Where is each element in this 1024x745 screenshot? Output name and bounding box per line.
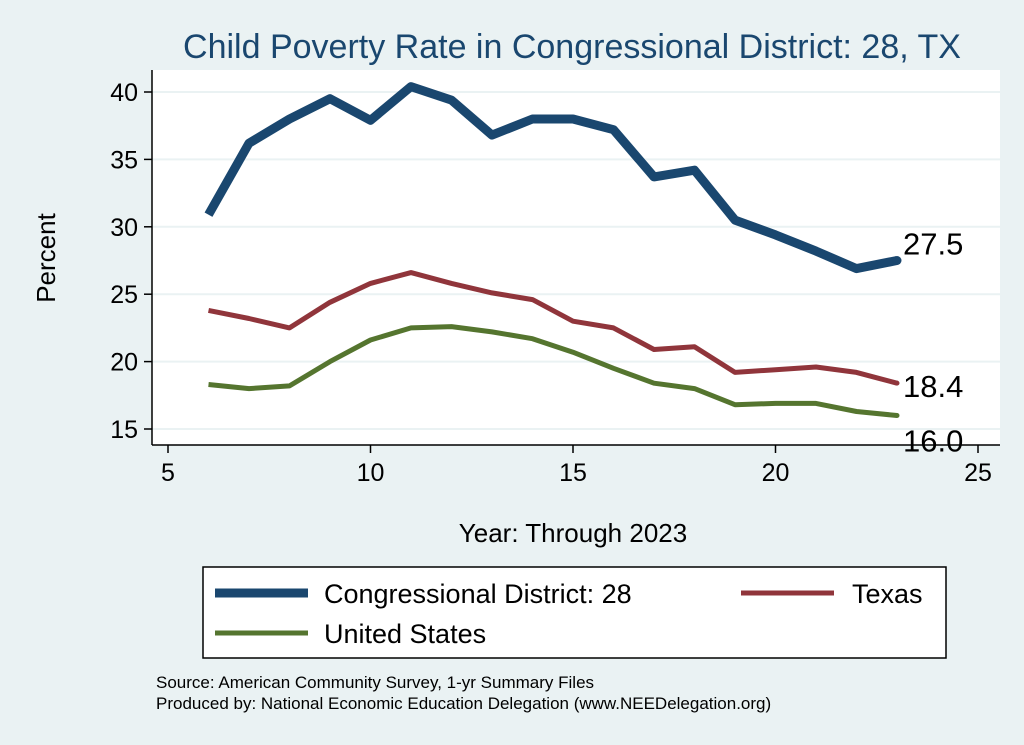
legend-label-us: United States bbox=[324, 619, 486, 649]
series-endpoint-us bbox=[894, 413, 900, 419]
grid bbox=[152, 91, 1000, 430]
y-tick-label: 25 bbox=[110, 281, 138, 309]
x-axis-title: Year: Through 2023 bbox=[459, 518, 687, 548]
series-endpoint-district bbox=[892, 256, 902, 265]
legend-label-district: Congressional District: 28 bbox=[324, 579, 632, 609]
series-lines bbox=[204, 82, 902, 419]
y-tick-label: 30 bbox=[110, 214, 138, 242]
x-tick-label: 5 bbox=[161, 459, 175, 487]
end-label-us: 16.0 bbox=[903, 424, 963, 459]
y-tick-label: 35 bbox=[110, 146, 138, 174]
legend-box bbox=[202, 566, 947, 659]
producer-note: Produced by: National Economic Education… bbox=[156, 694, 771, 713]
x-tick-label: 20 bbox=[762, 459, 790, 487]
axes: 15 20 25 30 35 40 5 10 15 20 25 bbox=[110, 70, 1000, 487]
source-note: Source: American Community Survey, 1-yr … bbox=[156, 673, 594, 692]
legend-label-texas: Texas bbox=[852, 579, 923, 609]
y-tick-label: 15 bbox=[110, 416, 138, 444]
series-endpoint-texas bbox=[894, 380, 900, 386]
series-line-district bbox=[204, 82, 898, 274]
series-line-texas bbox=[208, 270, 898, 386]
y-tick-label: 40 bbox=[110, 79, 138, 107]
chart-title: Child Poverty Rate in Congressional Dist… bbox=[183, 28, 961, 66]
end-label-district: 27.5 bbox=[903, 227, 963, 262]
end-labels: 27.5 18.4 16.0 bbox=[903, 227, 963, 459]
x-tick-label: 25 bbox=[964, 459, 992, 487]
legend: Congressional District: 28 Texas United … bbox=[202, 566, 947, 659]
series-line-us bbox=[208, 324, 898, 418]
y-axis-title: Percent bbox=[31, 212, 61, 302]
y-tick-label: 20 bbox=[110, 349, 138, 377]
end-label-texas: 18.4 bbox=[903, 369, 963, 404]
x-tick-label: 10 bbox=[357, 459, 385, 487]
x-tick-label: 15 bbox=[559, 459, 587, 487]
